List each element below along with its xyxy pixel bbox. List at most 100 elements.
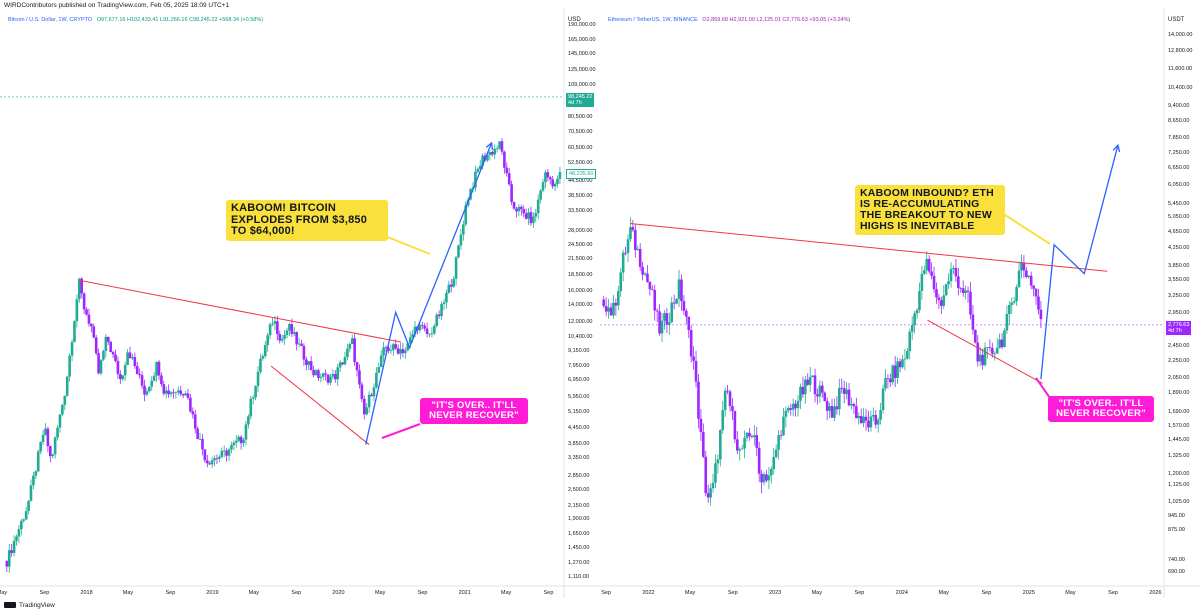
eth-projection-path[interactable] [1040,145,1119,380]
btc-candle [99,359,103,376]
eth-candle [753,425,756,446]
eth-candle [988,339,992,352]
btc-candle [63,395,67,411]
eth-candle [617,285,620,311]
eth-support-trendline[interactable] [927,319,1043,384]
btc-y-tick-label: 2,150.00 [568,503,590,510]
eth-candle [828,402,831,419]
btc-candle [12,535,16,557]
btc-projection-path[interactable] [365,142,493,445]
btc-candle [317,368,320,381]
eth-candle [825,397,829,421]
ethereum-over-callout[interactable]: "IT'S OVER.. IT'LL NEVER RECOVER" [1048,396,1154,422]
eth-y-tick-label: 875.00 [1168,526,1185,533]
btc-y-tick-label: 1,650.00 [568,531,590,538]
ethereum-legend: Ethereum / TetherUS, 1W, BINANCE O2,869.… [608,17,850,23]
ethereum-kaboom-callout[interactable]: KABOOM INBOUND? ETH IS RE-ACCUMULATING T… [855,185,1005,236]
eth-candle [638,243,642,271]
btc-candle [32,471,35,490]
eth-candle [784,406,788,428]
eth-x-tick-label: Sep [1108,590,1118,596]
btc-candle [119,370,122,385]
eth-x-tick-label: Sep [727,590,738,596]
eth-candle [915,308,919,319]
btc-candle [104,334,108,358]
eth-candle [1015,284,1018,306]
eth-candle [964,285,967,300]
btc-x-tick-label: May [374,590,386,596]
eth-candle [952,265,955,275]
btc-candle [326,374,330,386]
eth-y-tick-label: 1,690.00 [1168,409,1190,416]
eth-candle [779,429,783,440]
btc-candle [507,167,511,186]
ethereum-symbol[interactable]: Ethereum / TetherUS, 1W, BINANCE [608,17,698,23]
btc-candle [186,388,190,400]
btc-candle [160,372,163,387]
eth-candle [692,346,695,370]
btc-candle [7,544,11,573]
ethereum-chart-pane[interactable]: Ethereum / TetherUS, 1W, BINANCE O2,869.… [600,8,1200,598]
btc-current-price-countdown: 4d 7h [568,99,582,106]
btc-candle [109,340,112,353]
bitcoin-chart-canvas[interactable] [0,8,600,598]
eth-candle [743,430,746,459]
btc-candle [334,370,337,383]
btc-candle [247,414,250,429]
btc-candle [539,188,542,204]
eth-candle [884,368,887,392]
btc-candle [36,449,40,473]
bitcoin-chart-pane[interactable]: Bitcoin / U.S. Dollar, 1W, CRYPTO O97,67… [0,8,600,598]
eth-candle [874,410,878,429]
eth-candle [733,410,737,444]
btc-candle [307,360,311,371]
btc-support-trendline[interactable] [270,365,370,445]
eth-candle [969,281,972,320]
eth-candle [750,434,754,439]
btc-candle [498,141,501,150]
eth-candle [818,380,822,403]
btc-candle [452,276,455,288]
eth-candle [1005,305,1009,335]
eth-candle [1017,261,1021,288]
eth-candle [602,296,606,308]
btc-candle [433,323,436,336]
btc-resistance-trendline[interactable] [78,279,402,343]
ethereum-chart-canvas[interactable] [600,8,1200,598]
btc-candle [331,369,335,380]
eth-resistance-trendline[interactable] [630,223,1108,272]
eth-candle [995,337,999,354]
btc-candle [184,390,187,396]
btc-candle [68,353,71,382]
btc-candle [203,449,207,464]
eth-candle [680,274,683,311]
btc-candle [123,361,127,381]
eth-candle [643,271,647,277]
btc-candle [362,395,366,420]
btc-candle [389,344,393,355]
btc-candle [85,307,88,316]
eth-candle [757,441,761,483]
eth-candle [993,351,997,361]
bitcoin-over-callout[interactable]: "IT'S OVER.. IT'LL NEVER RECOVER" [420,398,528,424]
btc-candle [512,201,516,210]
bitcoin-symbol[interactable]: Bitcoin / U.S. Dollar, 1W, CRYPTO [8,17,93,23]
btc-projection-arrowhead-icon [485,141,494,150]
btc-candle [541,179,545,193]
bitcoin-kaboom-callout[interactable]: KABOOM! BITCOIN EXPLODES FROM $3,850 TO … [226,200,388,241]
eth-candle [920,266,924,301]
eth-candle [604,297,608,317]
eth-candle [677,269,681,308]
eth-candle [736,430,739,455]
eth-candle [799,383,802,410]
eth-candle [869,410,873,432]
btc-y-tick-label: 6,950.00 [568,377,590,384]
btc-candle [377,362,381,374]
eth-candle [808,366,812,392]
btc-y-tick-label: 21,500.00 [568,255,593,262]
eth-candle [913,311,916,334]
eth-candle [621,249,625,282]
btc-candle [375,367,378,389]
eth-candle [835,396,839,415]
ethereum-ohlc: O2,869.68 H2,921.00 L2,125.01 C2,776.63 … [702,17,851,23]
